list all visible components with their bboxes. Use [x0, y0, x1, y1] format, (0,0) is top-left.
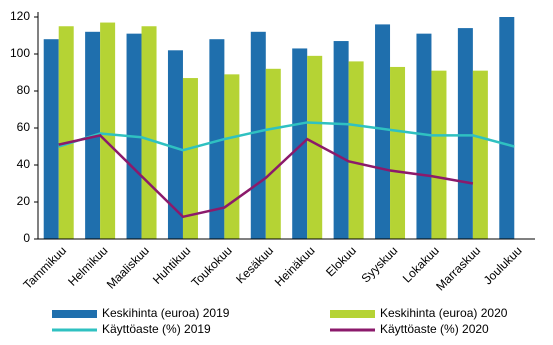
- x-tick-label: Huhtikuu: [150, 243, 193, 286]
- y-tick-label: 80: [17, 83, 31, 97]
- y-tick-label: 40: [17, 157, 31, 171]
- bar: [416, 33, 432, 240]
- legend-label: Keskihinta (euroa) 2020: [380, 306, 508, 320]
- x-tick-label: Heinäkuu: [272, 243, 318, 289]
- bar: [499, 17, 515, 239]
- bar: [348, 61, 364, 240]
- bar: [292, 48, 308, 240]
- bar: [100, 22, 116, 239]
- x-tick-label: Marraskuu: [433, 243, 483, 293]
- bar: [43, 39, 59, 240]
- line: [58, 121, 515, 152]
- y-tick-label: 100: [10, 46, 30, 60]
- bar: [167, 50, 183, 239]
- bar: [472, 70, 488, 240]
- legend-swatch: [330, 310, 375, 318]
- x-tick-label: Syyskuu: [358, 243, 400, 285]
- bar: [431, 70, 447, 240]
- bar: [58, 26, 74, 239]
- bar: [307, 55, 323, 239]
- legend-label: Käyttöaste (%) 2020: [380, 322, 489, 336]
- y-tick-label: 20: [17, 194, 31, 208]
- x-tick-label: Lokakuu: [400, 243, 442, 285]
- line: [58, 134, 474, 219]
- bar: [265, 68, 281, 239]
- legend-label: Käyttöaste (%) 2019: [102, 322, 211, 336]
- y-tick-label: 0: [23, 231, 30, 245]
- bar: [457, 28, 473, 239]
- y-tick-label: 60: [17, 120, 31, 134]
- x-tick-label: Joulukuu: [481, 243, 525, 287]
- bar: [141, 26, 157, 239]
- x-tick-label: Elokuu: [323, 243, 359, 279]
- x-tick-label: Toukokuu: [189, 243, 235, 289]
- x-tick-label: Tammikuu: [21, 243, 70, 292]
- bar: [182, 78, 198, 239]
- legend-label: Keskihinta (euroa) 2019: [102, 306, 230, 320]
- bar: [375, 24, 391, 240]
- y-tick-label: 120: [10, 9, 30, 23]
- x-tick-label: Kesäkuu: [233, 243, 276, 286]
- bar: [209, 39, 225, 240]
- bar: [333, 41, 349, 239]
- bar: [390, 66, 406, 239]
- x-tick-label: Maaliskuu: [104, 243, 152, 291]
- bar: [224, 74, 240, 239]
- bar: [250, 31, 266, 239]
- legend-swatch: [52, 310, 97, 318]
